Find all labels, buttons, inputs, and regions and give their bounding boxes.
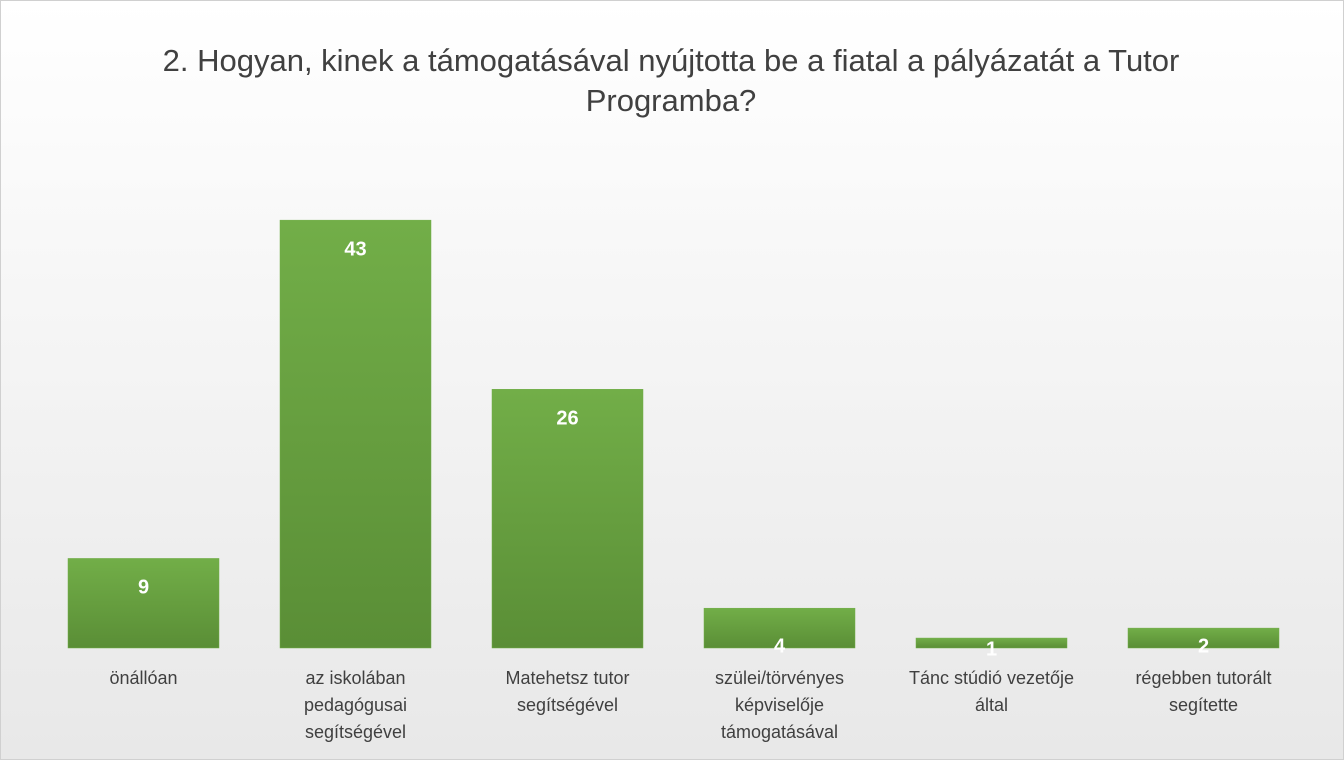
bar	[1127, 627, 1280, 649]
x-tick-label: régebben tutorált segítette	[1135, 668, 1272, 715]
chart-title: 2. Hogyan, kinek a támogatásával nyújtot…	[162, 43, 1180, 118]
value-label: 1	[986, 638, 997, 660]
bar	[703, 607, 856, 649]
value-label: 43	[344, 238, 366, 260]
x-tick-label: Tánc stúdió vezetője által	[908, 668, 1075, 715]
bar	[491, 389, 644, 649]
bar	[279, 219, 432, 649]
x-tick-label: önállóan	[109, 668, 178, 688]
x-tick-label: szülei/törvényes képviselője támogatásáv…	[714, 668, 845, 742]
value-label: 4	[774, 635, 786, 657]
value-label: 2	[1198, 635, 1209, 657]
value-label: 26	[556, 408, 578, 430]
bar	[915, 637, 1068, 649]
x-tick-label: Matehetsz tutor segítségével	[505, 668, 630, 715]
value-label: 9	[138, 577, 149, 599]
bar	[67, 558, 220, 649]
x-tick-label: az iskolában pedagógusai segítségével	[303, 668, 408, 742]
